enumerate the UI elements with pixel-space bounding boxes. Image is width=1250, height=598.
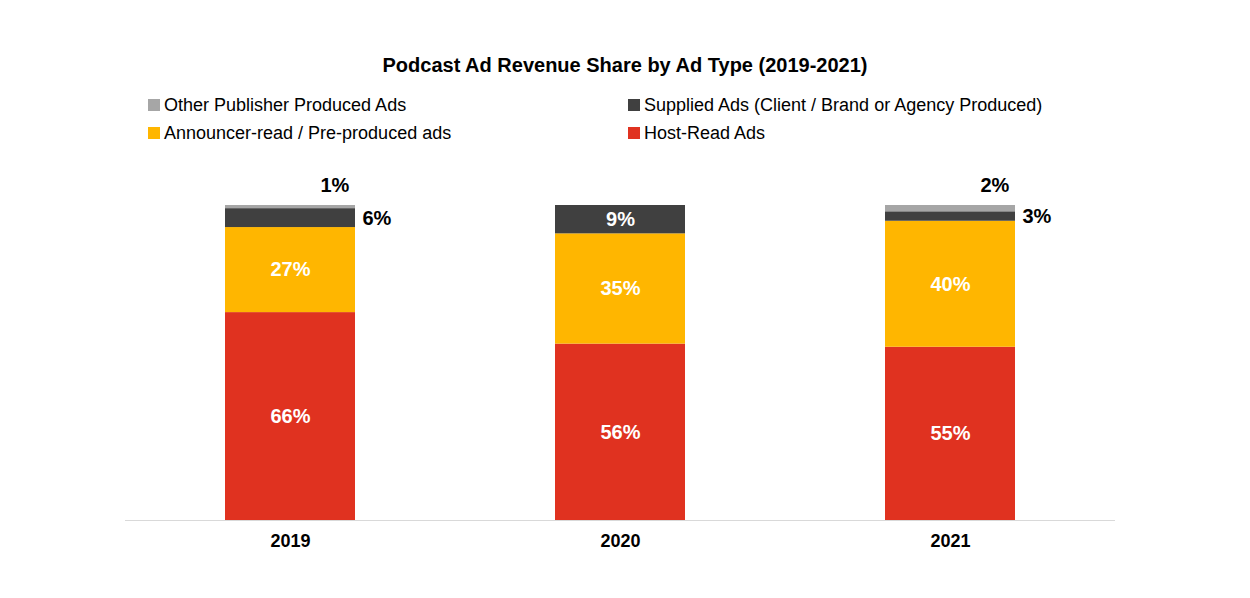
svg-text:56%: 56%: [600, 421, 640, 443]
svg-text:66%: 66%: [270, 405, 310, 427]
html-text:Other Publisher Produced Ads: Other Publisher Produced Ads: [164, 94, 407, 115]
svg-text:3%: 3%: [1023, 205, 1052, 227]
svg-text:40%: 40%: [930, 273, 970, 295]
html-text:Podcast Ad Revenue Share by Ad: Podcast Ad Revenue Share by Ad Type (201…: [382, 54, 868, 76]
svg-text:2021: 2021: [930, 531, 970, 551]
html-text:Host-Read Ads: Host-Read Ads: [644, 122, 766, 143]
html-text:Supplied Ads (Client / Brand o: Supplied Ads (Client / Brand or Agency P…: [644, 94, 1043, 115]
svg-text:1%: 1%: [321, 174, 350, 196]
svg-text:6%: 6%: [363, 207, 392, 229]
svg-text:2019: 2019: [270, 531, 310, 551]
svg-text:35%: 35%: [600, 277, 640, 299]
html-text:Announcer-read / Pre-produced: Announcer-read / Pre-produced ads: [164, 122, 452, 143]
svg-text:2020: 2020: [600, 531, 640, 551]
svg-text:27%: 27%: [270, 258, 310, 280]
svg-text:9%: 9%: [606, 208, 635, 230]
svg-text:2%: 2%: [981, 174, 1010, 196]
svg-text:55%: 55%: [930, 422, 970, 444]
